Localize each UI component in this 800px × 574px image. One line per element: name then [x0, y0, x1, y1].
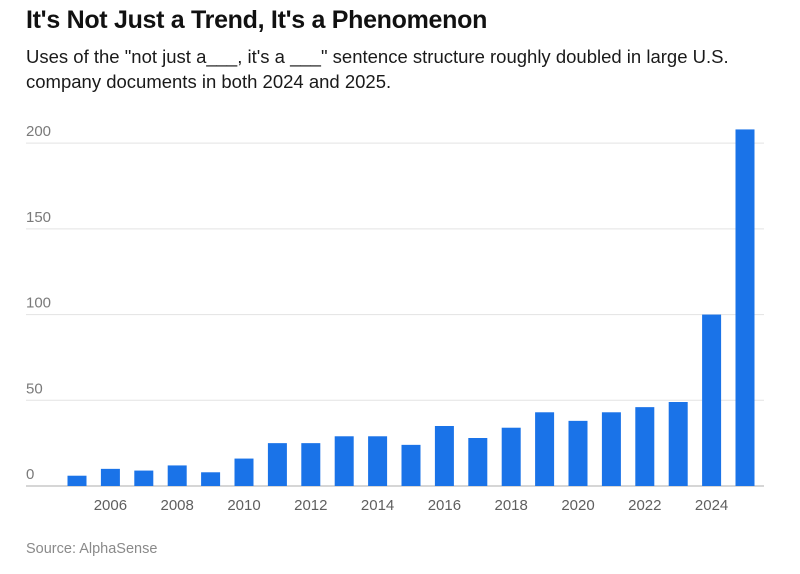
x-tick-label-2022: 2022 — [628, 497, 661, 514]
x-tick-label-2008: 2008 — [161, 497, 194, 514]
bars — [67, 129, 755, 486]
bar-2020 — [568, 420, 588, 486]
x-tick-label-2010: 2010 — [227, 497, 260, 514]
y-tick-label-150: 150 — [26, 209, 51, 226]
bar-2022 — [635, 407, 655, 486]
x-tick-label-2018: 2018 — [495, 497, 528, 514]
bar-2024 — [702, 314, 722, 486]
x-tick-label-2020: 2020 — [561, 497, 594, 514]
bar-2008 — [167, 465, 187, 486]
bar-2015 — [401, 444, 421, 486]
y-tick-label-50: 50 — [26, 380, 43, 397]
bar-2023 — [668, 402, 688, 486]
bar-2013 — [334, 436, 354, 486]
x-axis-ticks: 2006 2008 2010 2012 2014 2016 2018 2020 2022 2024 — [94, 497, 729, 514]
bar-2025 — [735, 129, 755, 486]
bar-2009 — [201, 472, 221, 486]
bar-2016 — [434, 426, 454, 486]
source-note: Source: AlphaSense — [26, 541, 158, 557]
bar-2014 — [368, 436, 388, 486]
y-tick-label-100: 100 — [26, 295, 51, 312]
x-tick-label-2016: 2016 — [428, 497, 461, 514]
y-tick-label-0: 0 — [26, 466, 34, 483]
bar-2005 — [67, 475, 87, 486]
bar-2006 — [100, 468, 120, 486]
bar-2019 — [535, 412, 555, 486]
bar-2011 — [267, 443, 287, 486]
bar-2010 — [234, 458, 254, 486]
chart-subtitle: Uses of the "not just a___, it's a ___" … — [26, 46, 729, 92]
bar-2007 — [134, 470, 154, 486]
x-tick-label-2014: 2014 — [361, 497, 394, 514]
bar-2012 — [301, 443, 321, 486]
x-tick-label-2006: 2006 — [94, 497, 127, 514]
chart-title: It's Not Just a Trend, It's a Phenomenon — [26, 6, 488, 34]
bar-2018 — [501, 427, 521, 486]
bar-2017 — [468, 438, 488, 486]
x-tick-label-2012: 2012 — [294, 497, 327, 514]
y-axis-ticks: 0 50 100 150 200 — [26, 123, 51, 483]
bar-2021 — [601, 412, 621, 486]
y-tick-label-200: 200 — [26, 123, 51, 140]
x-tick-label-2024: 2024 — [695, 497, 728, 514]
